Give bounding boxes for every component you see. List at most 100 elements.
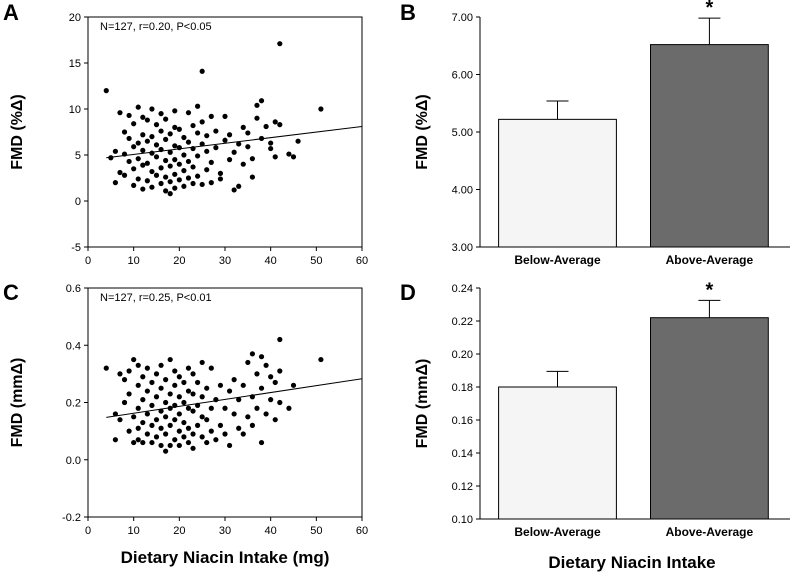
data-point — [231, 187, 237, 193]
data-point — [144, 160, 150, 166]
data-point — [217, 382, 224, 388]
data-point — [149, 402, 155, 408]
data-point — [135, 362, 141, 368]
data-point — [226, 388, 233, 394]
data-point — [163, 448, 169, 454]
data-point — [144, 117, 150, 123]
data-point — [117, 169, 123, 176]
data-point — [149, 106, 155, 112]
data-point — [117, 110, 123, 116]
data-point — [249, 394, 255, 400]
data-point — [131, 182, 137, 188]
data-point — [135, 382, 141, 388]
data-point — [181, 379, 187, 386]
data-point — [185, 439, 192, 446]
data-point — [149, 184, 155, 190]
data-point — [204, 167, 210, 173]
bar-below-average — [498, 386, 617, 520]
data-point — [199, 359, 205, 366]
data-point — [245, 414, 251, 420]
data-point — [131, 439, 137, 446]
data-point — [318, 356, 324, 363]
data-point — [245, 130, 251, 136]
regression-line — [106, 378, 363, 418]
data-point — [199, 141, 205, 147]
data-point — [181, 168, 187, 174]
data-point — [158, 362, 164, 368]
data-point — [185, 365, 192, 371]
data-point — [153, 142, 160, 148]
data-point — [222, 431, 228, 437]
data-point — [181, 183, 187, 189]
data-point — [176, 161, 182, 167]
data-point — [258, 98, 265, 104]
data-point — [277, 368, 283, 374]
data-point — [158, 128, 164, 134]
data-point — [295, 138, 301, 144]
data-point — [185, 139, 192, 145]
data-point — [172, 108, 178, 114]
data-point — [140, 439, 146, 446]
data-point — [144, 388, 150, 394]
data-point — [144, 431, 150, 437]
y-tick-label: 0.10 — [452, 514, 473, 526]
data-point — [117, 417, 123, 423]
data-point — [181, 434, 187, 440]
data-point — [172, 402, 178, 408]
data-point — [135, 176, 141, 182]
data-point — [158, 385, 164, 391]
y-axis-title: FMD (mmΔ) — [9, 358, 26, 448]
x-tick-label: 10 — [128, 255, 140, 267]
data-point — [176, 442, 182, 449]
data-point — [190, 371, 196, 377]
data-point — [249, 422, 255, 428]
data-point — [190, 391, 196, 397]
panel-a: A FMD (%Δ) -5 0 5 10 15 20 0 10 20 30 40 50 60 N=127, r… — [3, 0, 368, 267]
data-point — [176, 177, 182, 183]
x-tick-label: 20 — [173, 525, 185, 537]
data-point — [176, 411, 182, 417]
data-point — [222, 113, 228, 119]
data-point — [144, 411, 150, 417]
data-point — [172, 157, 178, 163]
data-point — [163, 399, 169, 406]
data-point — [286, 151, 292, 157]
data-point — [135, 437, 141, 443]
panel-letter: B — [400, 0, 416, 25]
regression-line — [106, 125, 363, 159]
data-point — [172, 124, 178, 130]
data-point — [249, 156, 255, 162]
data-point — [131, 356, 137, 363]
data-point — [153, 172, 160, 178]
x-tick-label: 10 — [128, 525, 140, 537]
data-point — [208, 405, 214, 411]
data-point — [149, 150, 155, 156]
data-point — [318, 106, 324, 112]
data-point — [190, 180, 196, 187]
data-point — [103, 365, 109, 371]
data-point — [135, 140, 141, 146]
data-point — [158, 165, 164, 171]
data-point — [204, 417, 210, 423]
data-point — [167, 405, 173, 411]
data-point — [272, 417, 278, 423]
data-point — [167, 179, 173, 185]
data-point — [172, 417, 178, 423]
data-point — [172, 171, 178, 177]
data-point — [176, 145, 182, 151]
data-point — [208, 365, 214, 371]
data-point — [213, 145, 219, 151]
data-point — [190, 408, 196, 414]
data-point — [222, 137, 228, 143]
data-point — [176, 126, 182, 132]
panel-d: D FMD (mmΔ) 0.10 0.12 0.14 0.16 0.18 0.20 0.22 0.… — [400, 279, 790, 539]
data-point — [176, 374, 182, 380]
data-point — [163, 157, 169, 164]
data-point — [163, 431, 169, 437]
data-point — [172, 368, 178, 374]
data-point — [213, 397, 219, 403]
data-point — [167, 163, 173, 169]
y-tick-label: -0.2 — [62, 512, 81, 524]
data-point — [190, 164, 196, 170]
